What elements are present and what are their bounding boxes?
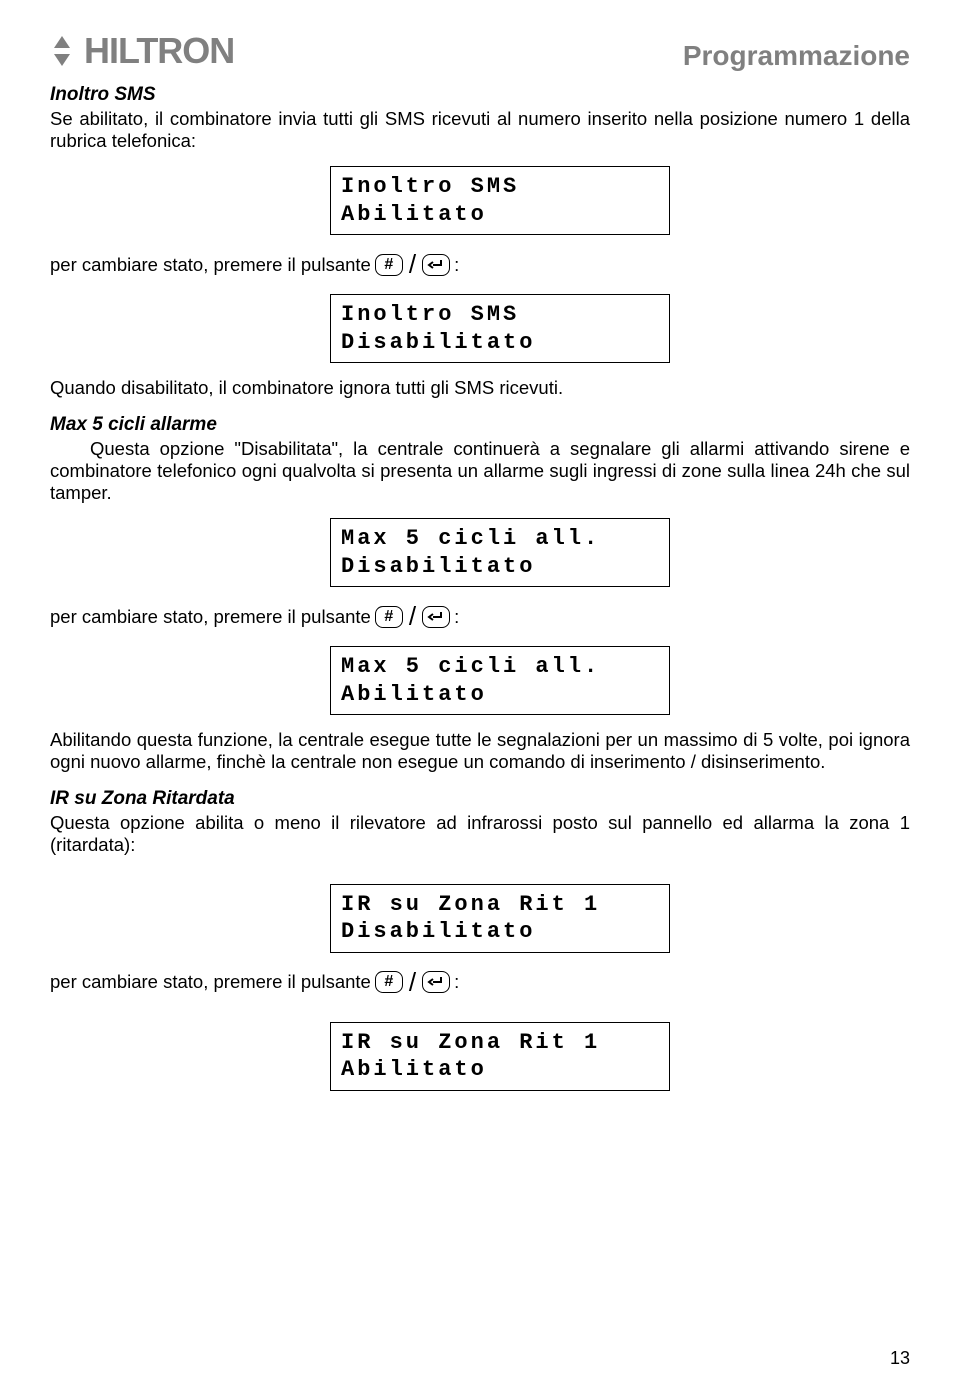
change-text: per cambiare stato, premere il pulsante	[50, 606, 371, 628]
page-number: 13	[890, 1348, 910, 1369]
change-state-line-1: per cambiare stato, premere il pulsante …	[50, 249, 910, 280]
para-max5-desc: Questa opzione "Disabilitata", la centra…	[50, 438, 910, 505]
slash-separator: /	[409, 249, 416, 280]
slash-separator: /	[409, 601, 416, 632]
colon: :	[454, 254, 459, 276]
lcd-inoltro-disabilitato: Inoltro SMS Disabilitato	[330, 294, 670, 363]
change-text: per cambiare stato, premere il pulsante	[50, 254, 371, 276]
lcd-line: IR su Zona Rit 1	[341, 892, 600, 917]
lcd-line: Inoltro SMS	[341, 302, 519, 327]
enter-key-icon	[422, 254, 450, 276]
lcd-max5-abilitato: Max 5 cicli all. Abilitato	[330, 646, 670, 715]
lcd-line: Disabilitato	[341, 919, 535, 944]
hash-key-icon: #	[375, 971, 403, 993]
para-inoltro-disab: Quando disabilitato, il combinatore igno…	[50, 377, 910, 399]
para-inoltro-desc: Se abilitato, il combinatore invia tutti…	[50, 108, 910, 152]
heading-inoltro-sms: Inoltro SMS	[50, 84, 910, 106]
logo-triangles-icon	[50, 36, 78, 66]
enter-key-icon	[422, 606, 450, 628]
lcd-inoltro-abilitato: Inoltro SMS Abilitato	[330, 166, 670, 235]
colon: :	[454, 606, 459, 628]
lcd-line: Abilitato	[341, 202, 487, 227]
lcd-line: Max 5 cicli all.	[341, 526, 600, 551]
lcd-line: Abilitato	[341, 1057, 487, 1082]
change-state-line-2: per cambiare stato, premere il pulsante …	[50, 601, 910, 632]
enter-key-icon	[422, 971, 450, 993]
content: Inoltro SMS Se abilitato, il combinatore…	[50, 84, 910, 1091]
lcd-line: Disabilitato	[341, 554, 535, 579]
lcd-line: Disabilitato	[341, 330, 535, 355]
page-header: HILTRON Programmazione	[50, 30, 910, 72]
hash-key-icon: #	[375, 254, 403, 276]
heading-ir-zona: IR su Zona Ritardata	[50, 788, 910, 810]
hash-key-icon: #	[375, 606, 403, 628]
logo: HILTRON	[50, 30, 234, 72]
lcd-line: Abilitato	[341, 682, 487, 707]
lcd-max5-disabilitato: Max 5 cicli all. Disabilitato	[330, 518, 670, 587]
change-text: per cambiare stato, premere il pulsante	[50, 971, 371, 993]
para-ir-desc: Questa opzione abilita o meno il rilevat…	[50, 812, 910, 856]
colon: :	[454, 971, 459, 993]
change-state-line-3: per cambiare stato, premere il pulsante …	[50, 967, 910, 998]
lcd-line: Inoltro SMS	[341, 174, 519, 199]
lcd-ir-abilitato: IR su Zona Rit 1 Abilitato	[330, 1022, 670, 1091]
slash-separator: /	[409, 967, 416, 998]
logo-text: HILTRON	[84, 30, 234, 72]
lcd-ir-disabilitato: IR su Zona Rit 1 Disabilitato	[330, 884, 670, 953]
heading-max5: Max 5 cicli allarme	[50, 414, 910, 436]
lcd-line: IR su Zona Rit 1	[341, 1030, 600, 1055]
lcd-line: Max 5 cicli all.	[341, 654, 600, 679]
para-max5-abil: Abilitando questa funzione, la centrale …	[50, 729, 910, 773]
section-title: Programmazione	[683, 40, 910, 72]
